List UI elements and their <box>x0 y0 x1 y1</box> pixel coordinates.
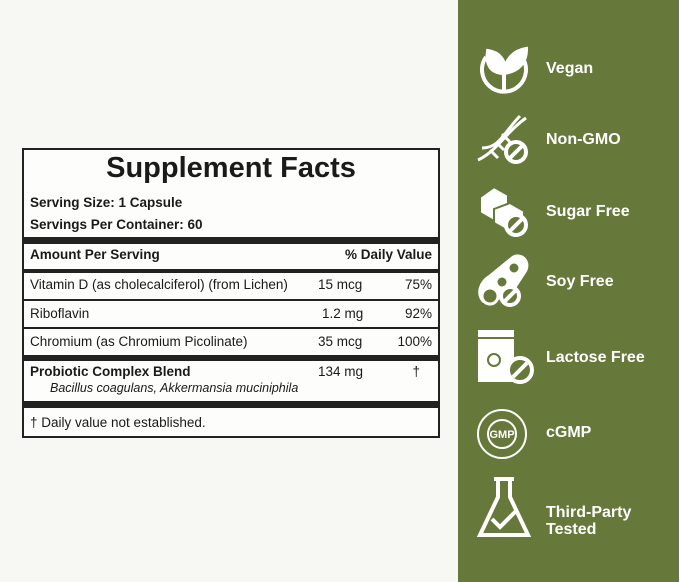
serving-size: Serving Size: 1 Capsule <box>30 195 183 210</box>
gmp-seal-icon: GMP <box>477 409 527 459</box>
blend-dv: † <box>412 364 420 379</box>
badge-label: Soy Free <box>546 273 614 290</box>
nutrient-name: Vitamin D (as cholecalciferol) (from Lic… <box>30 277 288 292</box>
nutrient-name: Chromium (as Chromium Picolinate) <box>30 334 248 349</box>
table-row: Chromium (as Chromium Picolinate) 35 mcg… <box>30 334 432 349</box>
leaf-icon <box>480 46 529 94</box>
divider <box>24 299 438 301</box>
divider <box>24 355 438 361</box>
footnote: † Daily value not established. <box>30 415 206 430</box>
badge-label: Lactose Free <box>546 349 645 366</box>
soybean-icon <box>478 254 529 307</box>
nutrient-amount: 35 mcg <box>318 334 363 349</box>
dna-icon <box>477 114 528 164</box>
badge-label: Sugar Free <box>546 203 630 220</box>
facts-title: Supplement Facts <box>106 152 356 184</box>
badge-label: Third-Party Tested <box>546 504 632 538</box>
servings-per-container: Servings Per Container: 60 <box>30 217 203 232</box>
nutrient-name: Riboflavin <box>30 306 90 321</box>
table-row: Vitamin D (as cholecalciferol) (from Lic… <box>30 277 432 292</box>
flask-check-icon <box>476 477 532 537</box>
supplement-facts-panel: Supplement Facts Serving Size: 1 Capsule… <box>22 148 440 438</box>
divider <box>24 237 438 244</box>
badge-label: Vegan <box>546 60 594 77</box>
nutrient-dv: 75% <box>404 277 432 292</box>
blend-row: Probiotic Complex Blend 134 mg † <box>30 364 432 379</box>
nutrient-dv: 92% <box>404 306 432 321</box>
sugar-cube-icon <box>479 185 528 237</box>
benefits-panel: Vegan Non-GMO Sugar Free Soy Free Lactos… <box>458 0 679 582</box>
milk-carton-icon <box>478 330 534 384</box>
blend-amount: 134 mg <box>318 364 364 379</box>
nutrient-amount: 1.2 mg <box>322 306 364 321</box>
blend-ingredients: Bacillus coagulans, Akkermansia muciniph… <box>50 381 299 395</box>
badge-label: Non-GMO <box>546 131 621 148</box>
divider <box>24 269 438 273</box>
header-dv: % Daily Value <box>344 247 432 262</box>
nutrient-amount: 15 mcg <box>318 277 363 292</box>
svg-text:GMP: GMP <box>489 429 514 441</box>
nutrient-dv: 100% <box>397 334 432 349</box>
divider <box>24 327 438 329</box>
badge-label: cGMP <box>546 424 592 441</box>
blend-name: Probiotic Complex Blend <box>30 364 191 379</box>
divider <box>24 401 438 408</box>
table-header: Amount Per Serving % Daily Value <box>30 247 432 262</box>
table-row: Riboflavin 1.2 mg 92% <box>30 306 432 321</box>
header-amount: Amount Per Serving <box>30 247 160 262</box>
